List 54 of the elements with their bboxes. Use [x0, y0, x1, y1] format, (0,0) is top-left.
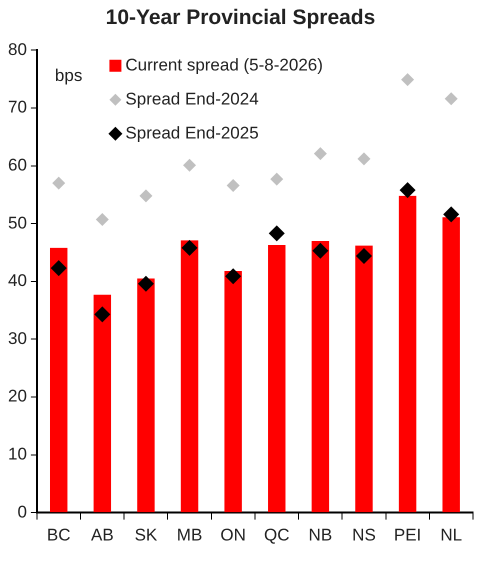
bar: [355, 246, 373, 512]
point: [400, 182, 416, 198]
x-tick-label: NL: [440, 525, 462, 544]
point: [444, 92, 458, 106]
x-tick-label: SK: [134, 525, 158, 544]
y-axis-title: bps: [54, 66, 82, 85]
point: [401, 73, 414, 86]
x-tick-label: PEI: [394, 525, 422, 544]
point: [226, 178, 240, 192]
point: [268, 225, 285, 242]
point: [139, 189, 152, 202]
point: [183, 158, 196, 172]
x-tick-label: QC: [264, 525, 290, 544]
bar: [137, 278, 155, 512]
point: [356, 248, 372, 264]
x-tick-label: BC: [46, 525, 71, 544]
point: [312, 242, 328, 259]
bar: [312, 240, 330, 512]
y-tick-label: 50: [8, 213, 27, 232]
bar: [50, 248, 68, 512]
bar: [442, 217, 460, 512]
point: [270, 172, 284, 186]
y-tick-label: 10: [8, 444, 27, 464]
point: [138, 276, 154, 292]
y-tick-label: 70: [8, 98, 27, 117]
point: [182, 240, 198, 256]
x-tick-label: AB: [90, 525, 114, 544]
x-tick-label: ON: [220, 525, 246, 544]
bar: [224, 270, 242, 512]
y-tick-label: 60: [8, 155, 27, 174]
point: [52, 176, 66, 190]
chart-title: 10-Year Provincial Spreads: [104, 6, 376, 30]
x-tick-label: NB: [308, 525, 332, 544]
legend-label: Spread End-2024: [125, 89, 259, 108]
y-tick-label: 40: [8, 271, 27, 290]
point: [94, 306, 110, 322]
point: [50, 260, 67, 276]
bar: [180, 240, 198, 512]
point: [357, 152, 370, 166]
y-tick-label: 20: [8, 386, 27, 406]
point: [314, 147, 327, 160]
x-tick-label: NS: [352, 525, 376, 544]
bar: [268, 244, 286, 512]
y-tick-label: 80: [8, 40, 27, 59]
bar: [398, 196, 416, 512]
bar: [94, 294, 112, 512]
point: [225, 268, 242, 284]
legend-label: Current spread (5-8-2026): [125, 55, 323, 74]
point: [96, 213, 109, 226]
x-tick-label: MB: [176, 525, 202, 544]
legend-label: Spread End-2025: [125, 123, 259, 142]
point: [443, 206, 460, 222]
y-tick-label: 0: [17, 502, 27, 522]
y-tick-label: 30: [8, 328, 27, 348]
